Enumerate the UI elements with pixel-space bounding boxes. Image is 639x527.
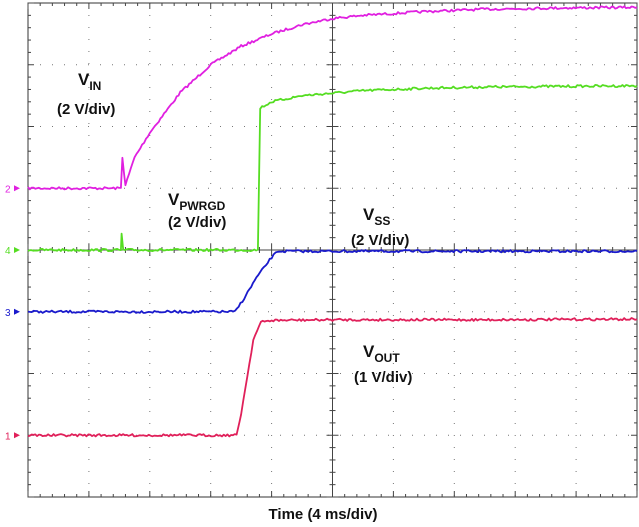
label-vss-scale: (2 V/div) <box>351 232 409 249</box>
channel-markers: 2 4 3 1 <box>5 184 20 442</box>
channel-marker-3: 3 <box>5 308 11 319</box>
plot-grid <box>27 2 638 498</box>
trace-labels: VIN(2 V/div)VPWRGD(2 V/div) VSS(2 V/div)V… <box>57 70 412 386</box>
label-vout: VOUT <box>363 342 400 365</box>
label-vss: VSS <box>363 205 390 228</box>
label-vout-scale: (1 V/div) <box>354 369 412 386</box>
channel-marker-2: 2 <box>5 184 11 195</box>
waveform-traces <box>27 5 638 438</box>
trace-pwrgd <box>27 84 638 253</box>
channel-marker-1: 1 <box>5 431 11 442</box>
label-vin: VIN <box>78 70 101 93</box>
channel-marker-4: 4 <box>5 246 11 257</box>
channel-marker-arrow <box>14 432 20 439</box>
label-vpwrgd-scale: (2 V/div) <box>168 214 226 231</box>
channel-marker-arrow <box>14 247 20 253</box>
x-axis-label: Time (4 ms/div) <box>269 506 378 523</box>
label-vin-scale: (2 V/div) <box>57 101 115 118</box>
trace-ss <box>27 249 638 314</box>
trace-in <box>27 5 638 191</box>
channel-marker-arrow <box>14 308 20 315</box>
trace-out <box>27 317 638 438</box>
label-vpwrgd: VPWRGD <box>168 190 226 213</box>
channel-marker-arrow <box>14 185 20 192</box>
